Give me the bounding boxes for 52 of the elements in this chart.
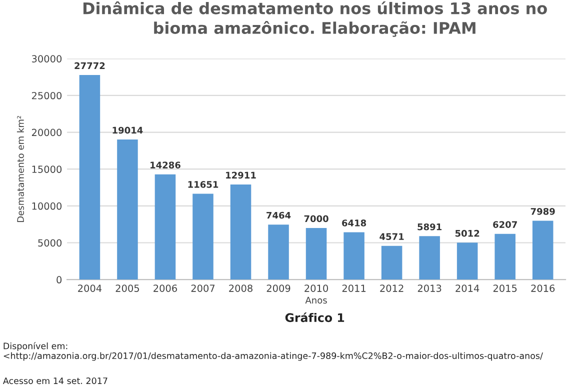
text: Acesso em 14 set. 2017 [2,377,108,384]
text: Disponível em: <http://amazonia.org.br/2017/01/desmatamento-da-amazonia-atinge-7-989-km%C2%B2-o-maior-dos-ultimos-quatro-anos/ [4,342,543,361]
x-tick-label: 2007 [191,284,215,292]
x-tick-label: 2010 [304,284,328,292]
y-tick-label: 0 [56,276,62,284]
bar [344,232,364,280]
y-tick-label: 25000 [32,92,62,100]
y-tick-label: 15000 [32,166,62,173]
x-tick-label: 2013 [418,284,442,292]
data-label: 5891 [418,223,442,230]
x-tick-label: 2006 [154,284,177,292]
data-label: 6207 [493,221,517,228]
y-axis-title: Desmatamento em km² [16,116,24,222]
x-tick-label: 2004 [78,284,102,292]
data-label: 5012 [455,230,480,237]
bar [117,140,138,280]
bar [268,224,289,280]
data-label: 12911 [226,172,256,179]
data-label: 14286 [150,162,180,168]
data-label: 7000 [304,215,328,222]
y-tick-label: 30000 [32,55,62,62]
text: Gráfico 1 [285,312,344,322]
bar [419,236,440,280]
x-axis-title: Anos [305,296,327,304]
bar [306,228,327,280]
data-label: 6418 [342,220,366,226]
x-tick-label: 2016 [531,284,555,292]
x-tick-label: 2015 [493,284,517,292]
bar [192,194,214,280]
x-tick-label: 2005 [116,284,139,292]
x-tick-label: 2014 [456,284,480,292]
x-tick-label: 2009 [266,284,290,292]
x-tick-label: 2012 [380,284,404,292]
data-label: 7989 [530,208,555,215]
bar [381,246,402,280]
y-tick-label: 20000 [32,128,62,136]
data-label: 7464 [266,212,291,219]
x-tick-label: 2008 [229,284,252,292]
y-tick-label: 5000 [38,239,62,247]
data-label: 11651 [188,181,218,188]
bar [230,184,252,280]
bar [532,220,554,280]
bar [154,174,176,280]
x-tick-label: 2011 [342,284,366,292]
bar [79,75,100,280]
bar [494,234,516,280]
data-label: 19014 [112,126,143,134]
data-label: 27772 [74,62,105,70]
bar [456,242,478,280]
data-label: 4571 [380,233,404,240]
chart-title: Dinâmica de desmatamento nos últimos 13 anos no bioma amazônico. Elaboração: IPAM [83,1,547,37]
y-tick-label: 10000 [32,202,62,210]
